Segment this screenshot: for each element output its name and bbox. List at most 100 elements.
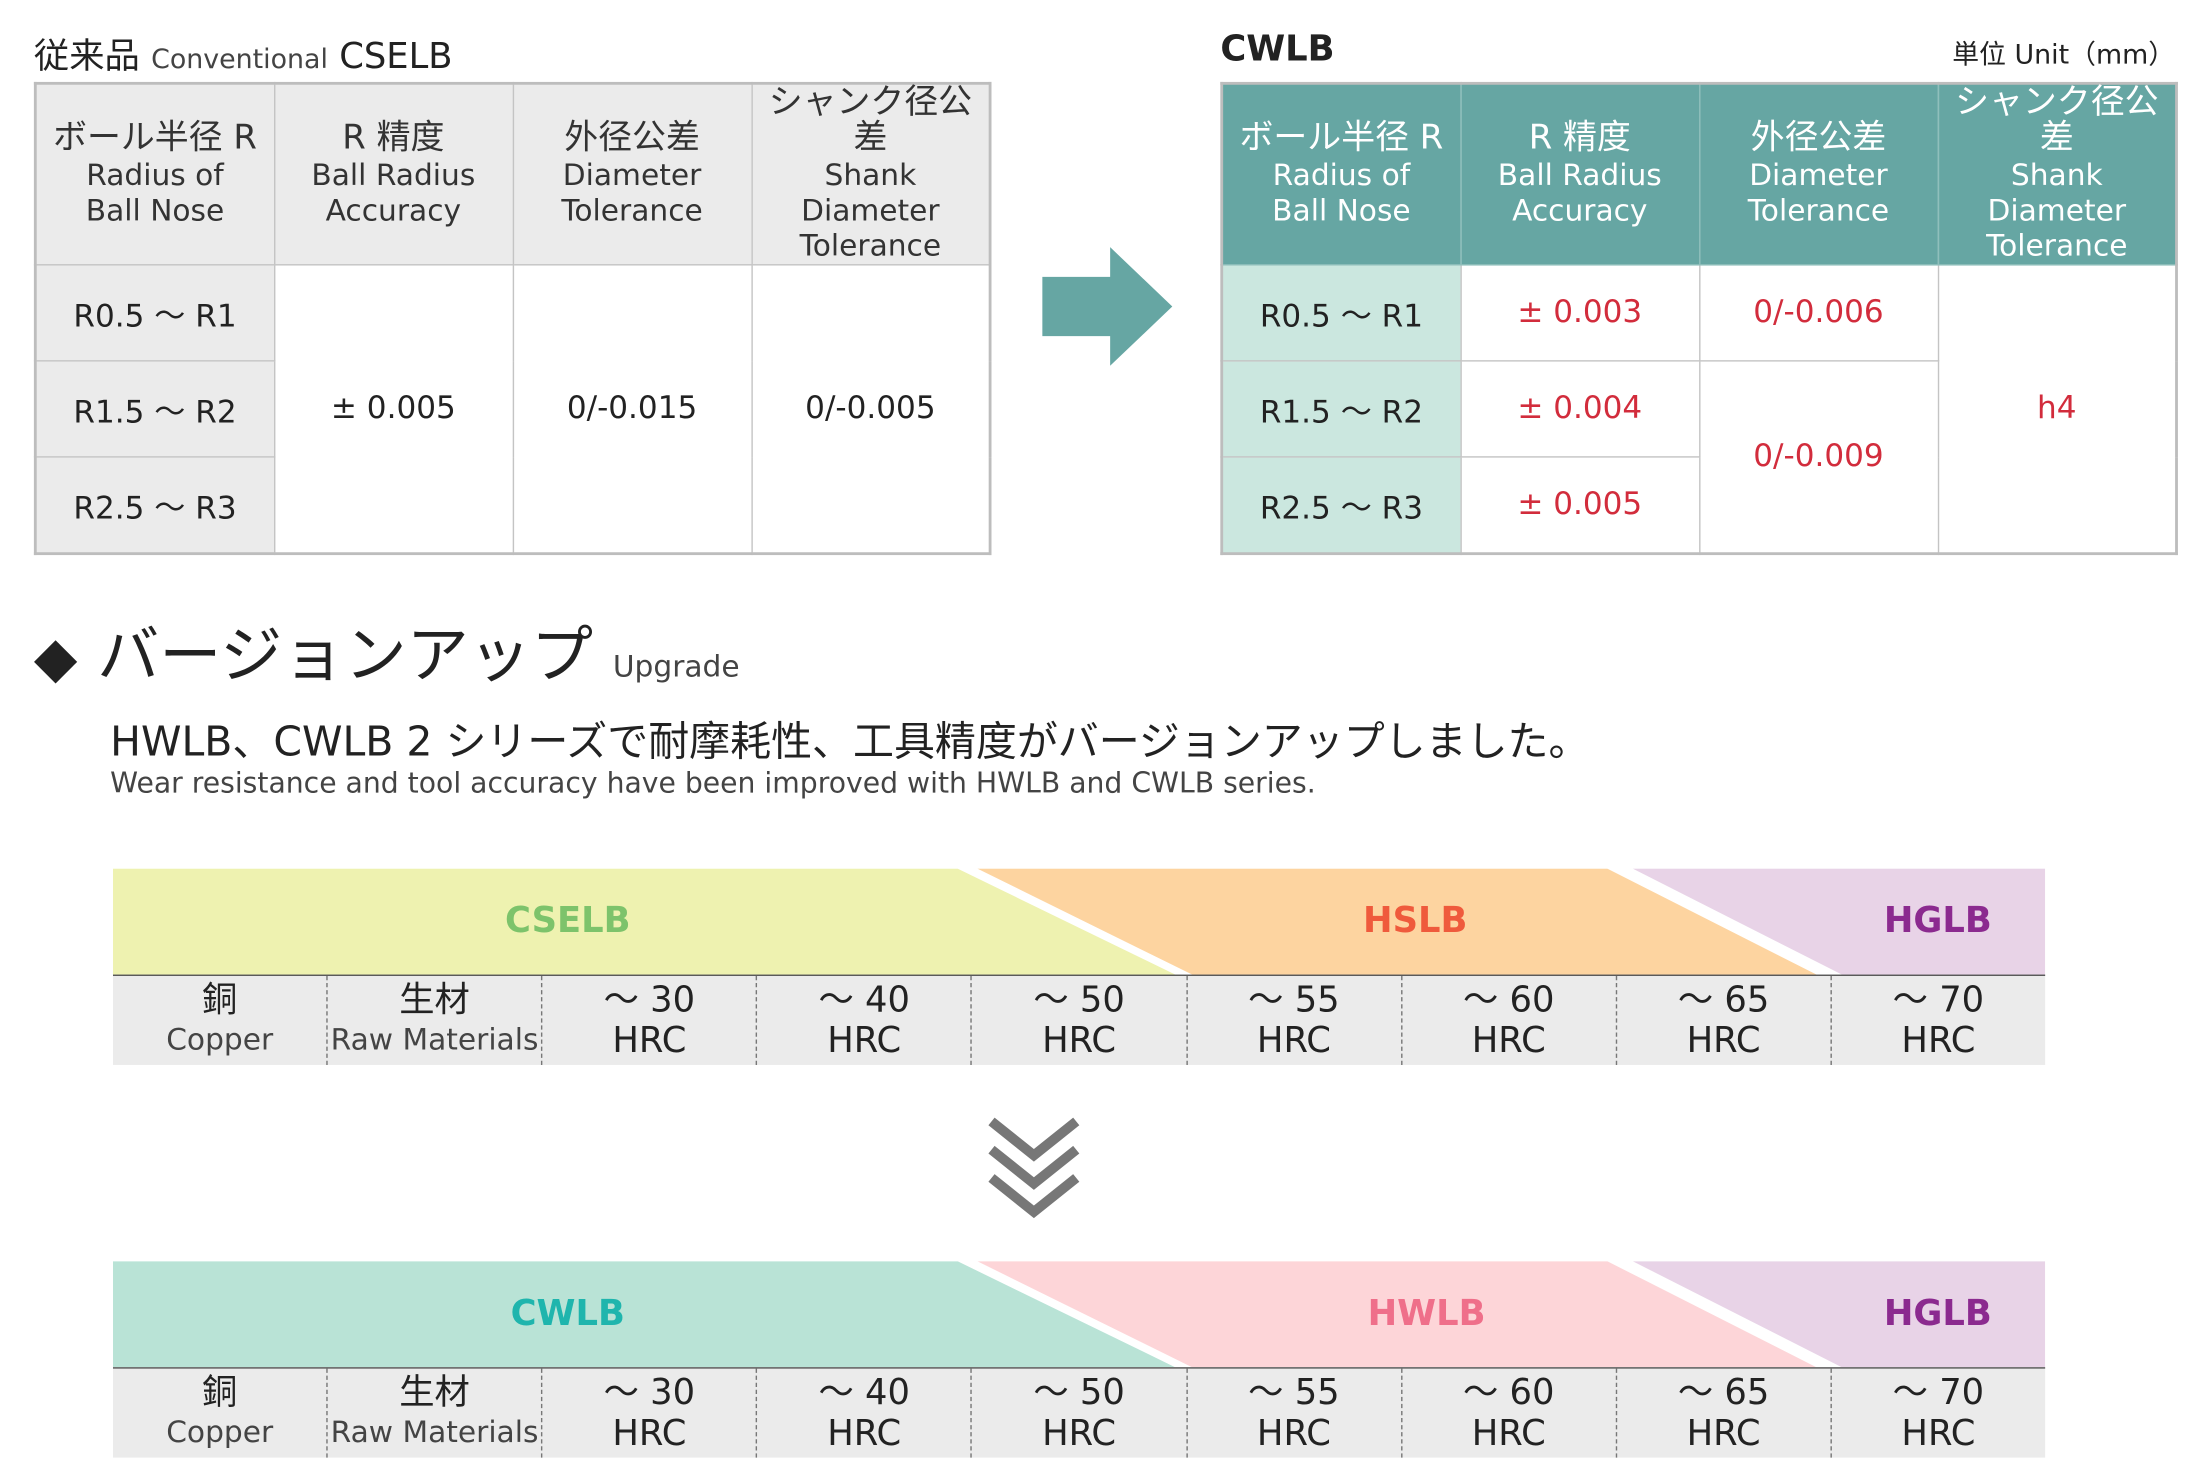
scale-cell-top: ～ 50: [1033, 978, 1125, 1020]
header-shank: シャンク径公差 Shank Diameter Tolerance: [1937, 82, 2178, 266]
radius-cell: R0.5 ～ R1: [34, 264, 275, 362]
title-jp: 従来品: [33, 35, 140, 77]
scale-cell-bottom: HRC: [1042, 1412, 1117, 1454]
scale-cell-bottom: Raw Materials: [330, 1022, 539, 1057]
scale-cell-top: ～ 65: [1677, 1371, 1770, 1413]
band-segment-hwlb: [977, 1261, 1817, 1368]
scale-cell: ～ 50 HRC: [970, 975, 1186, 1065]
arrow-right-icon: [1042, 247, 1173, 366]
scale-cell: ～ 60 HRC: [1400, 975, 1616, 1065]
hardness-scale: 銅 Copper 生材 Raw Materials ～ 30 HRC ～ 40 HRC ～ 50…: [112, 974, 2046, 1065]
scale-cell: ～ 55 HRC: [1185, 1368, 1401, 1458]
scale-cell: ～ 40 HRC: [756, 975, 971, 1065]
scale-cell: 銅 Copper: [113, 976, 326, 1065]
table-row: R0.5 ～ R1 ± 0.005 0/-0.015 0/-0.005: [34, 264, 991, 555]
upgrade-subtitle-en: Wear resistance and tool accuracy have b…: [110, 765, 1316, 800]
scale-cell-top: 生材: [399, 978, 470, 1020]
radius-cell: R2.5 ～ R3: [1221, 456, 1462, 555]
radius-cell: R1.5 ～ R2: [1221, 360, 1462, 458]
band-segment-hslb: [977, 868, 1817, 975]
radius-cell: R2.5 ～ R3: [34, 456, 275, 555]
band-label-cwlb: CWLB: [510, 1292, 625, 1334]
conventional-title: 従来品 Conventional CSELB: [34, 28, 453, 79]
scale-cell-top: ～ 30: [603, 978, 696, 1020]
heading-en: Upgrade: [612, 649, 740, 684]
table-row: R1.5 ～ R2 ± 0.004 0/-0.009: [1221, 360, 2177, 555]
accuracy-cell: ± 0.004: [1459, 360, 1700, 458]
scale-cell: ～ 30 HRC: [541, 1368, 756, 1458]
band-label-hglb: HGLB: [1883, 1292, 1992, 1334]
header-diameter: 外径公差 Diameter Tolerance: [1698, 82, 1939, 266]
accuracy-cell: ± 0.005: [273, 264, 514, 555]
band-segment-cwlb: [112, 1261, 1176, 1368]
header-diameter: 外径公差 Diameter Tolerance: [511, 82, 753, 266]
band-segment-hglb: [1632, 868, 2046, 975]
table-row: R1.5 ～ R2: [34, 360, 990, 458]
scale-cell-top: ～ 70: [1892, 978, 1985, 1020]
scale-cell-bottom: HRC: [827, 1412, 902, 1454]
diameter-cell: 0/-0.006: [1698, 264, 1939, 362]
radius-cell: R0.5 ～ R1: [1221, 264, 1462, 362]
scale-cell-bottom: HRC: [1042, 1019, 1117, 1061]
header-accuracy: R 精度 Ball Radius Accuracy: [273, 82, 514, 266]
scale-cell: ～ 70 HRC: [1830, 975, 2045, 1065]
series-range-graphic: [112, 1261, 2046, 1368]
series-range-graphic: [112, 868, 2046, 975]
hardness-band-before: CSELB HSLB HGLB 銅 Copper 生材 Raw Materials ～ …: [112, 868, 2046, 1065]
scale-cell-top: ～ 65: [1677, 978, 1770, 1020]
unit-label: 単位 Unit（mm）: [1952, 39, 2176, 71]
header-radius: ボール半径 R Radius of Ball Nose: [1221, 82, 1462, 266]
header-shank: シャンク径公差 Shank Diameter Tolerance: [750, 82, 991, 266]
scale-cell-top: ～ 30: [603, 1371, 696, 1413]
scale-cell: ～ 60 HRC: [1400, 1368, 1616, 1458]
table-header-row: ボール半径 R Radius of Ball Nose R 精度 Ball Radiu…: [34, 82, 991, 266]
scale-cell-top: 生材: [399, 1371, 470, 1413]
shank-cell: h4: [1937, 264, 2178, 555]
scale-cell-bottom: HRC: [1471, 1412, 1546, 1454]
scale-cell-top: ～ 40: [818, 1371, 910, 1413]
radius-cell: R1.5 ～ R2: [34, 360, 275, 458]
scale-cell: ～ 70 HRC: [1830, 1368, 2045, 1458]
hardness-scale: 銅 Copper 生材 Raw Materials ～ 30 HRC ～ 40 HRC ～ 50…: [112, 1367, 2046, 1458]
hardness-band-after: CWLB HWLB HGLB 銅 Copper 生材 Raw Materials ～ 3…: [112, 1261, 2046, 1458]
table-header-row: ボール半径 R Radius of Ball Nose R 精度 Ball Radiu…: [1221, 82, 2178, 266]
scale-cell-bottom: HRC: [1686, 1412, 1761, 1454]
table-row: R2.5 ～ R3 ± 0.005: [1221, 456, 2177, 555]
scale-cell: 生材 Raw Materials: [326, 1368, 541, 1458]
scale-cell-bottom: HRC: [1686, 1019, 1761, 1061]
scale-cell-top: ～ 55: [1248, 1371, 1340, 1413]
title-en: Conventional: [151, 43, 328, 75]
scale-cell: ～ 40 HRC: [756, 1368, 971, 1458]
band-label-hglb: HGLB: [1883, 899, 1992, 941]
diamond-icon: ◆: [33, 625, 78, 691]
scale-cell-bottom: Copper: [166, 1415, 274, 1450]
scale-cell-top: ～ 55: [1248, 978, 1340, 1020]
diameter-cell: 0/-0.015: [511, 264, 753, 555]
upgrade-subtitle-jp: HWLB、CWLB 2 シリーズで耐摩耗性、工具精度がバージョンアップしました。: [110, 717, 1590, 766]
band-segment-cselb: [112, 868, 1176, 975]
scale-cell: ～ 65 HRC: [1615, 1368, 1830, 1458]
scale-cell-top: 銅: [202, 978, 238, 1020]
band-label-hwlb: HWLB: [1367, 1292, 1486, 1334]
scale-cell-bottom: HRC: [1901, 1412, 1976, 1454]
scale-cell-bottom: HRC: [1256, 1412, 1331, 1454]
scale-cell-top: ～ 40: [818, 978, 910, 1020]
scale-cell-bottom: Copper: [166, 1022, 274, 1057]
scale-cell-bottom: HRC: [1471, 1019, 1546, 1061]
scale-cell: ～ 50 HRC: [970, 1368, 1186, 1458]
scale-cell: 生材 Raw Materials: [326, 975, 541, 1065]
chevron-double-down-icon: [988, 1117, 1080, 1219]
scale-cell-bottom: HRC: [827, 1019, 902, 1061]
title-model: CSELB: [339, 35, 453, 77]
scale-cell-top: ～ 70: [1892, 1371, 1985, 1413]
scale-cell-bottom: HRC: [612, 1412, 687, 1454]
scale-cell-bottom: HRC: [612, 1019, 687, 1061]
scale-cell-top: ～ 50: [1033, 1371, 1125, 1413]
heading-jp: バージョンアップ: [97, 620, 594, 693]
scale-cell: ～ 55 HRC: [1185, 975, 1401, 1065]
band-label-hslb: HSLB: [1363, 899, 1468, 941]
accuracy-cell: ± 0.005: [1459, 456, 1700, 555]
diameter-cell: 0/-0.009: [1698, 360, 1939, 555]
scale-cell: ～ 30 HRC: [541, 975, 756, 1065]
band-segment-hglb: [1632, 1261, 2046, 1368]
